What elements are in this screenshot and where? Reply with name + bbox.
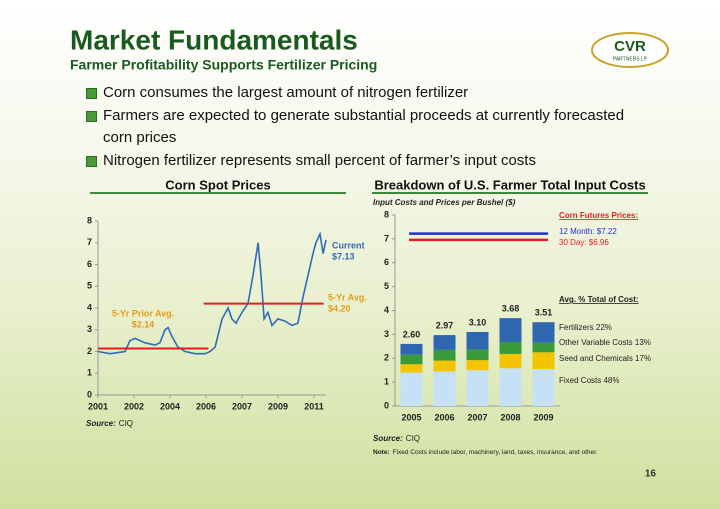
bar-segment	[400, 372, 423, 406]
logo-subtext: PARTNERS LP	[613, 56, 648, 62]
bar-segment	[499, 318, 522, 343]
x-tick-label: 2007	[232, 401, 252, 411]
y-tick-label: 5	[384, 281, 389, 291]
bullet: Corn consumes the largest amount of nitr…	[86, 82, 646, 104]
bar-segment	[433, 360, 456, 372]
source-text: CIQ	[119, 419, 133, 428]
source-label: Source:	[373, 434, 403, 443]
chart-title: Corn Spot Prices	[165, 177, 270, 192]
bar-segment	[532, 368, 555, 406]
note: Note: Fixed Costs include labor, machiner…	[373, 449, 598, 456]
x-tick-label: 2002	[124, 401, 144, 411]
average-label: 5-Yr Avg.	[328, 292, 367, 302]
slide-subtitle: Farmer Profitability Supports Fertilizer…	[70, 57, 377, 73]
chart-subtitle: Input Costs and Prices per Bushel ($)	[373, 198, 516, 207]
x-tick-label: 2011	[304, 401, 324, 411]
legend-entry: Fertilizers 22%	[559, 323, 612, 332]
bar-segment	[466, 370, 489, 406]
legend-entry: Seed and Chemicals 17%	[559, 354, 651, 363]
bar-segment	[532, 342, 555, 353]
source: Source: CIQ	[86, 419, 133, 428]
y-tick-label: 8	[384, 209, 389, 219]
slide-title: Market Fundamentals	[70, 24, 358, 55]
average-label: 5-Yr Prior Avg.	[112, 308, 174, 318]
logo-text: CVR	[614, 38, 646, 55]
x-tick-label: 2007	[467, 412, 487, 422]
bar-segment	[400, 364, 423, 373]
y-tick-label: 6	[384, 257, 389, 267]
note-text: Fixed Costs include labor, machinery, la…	[393, 449, 598, 456]
bullet-list: Corn consumes the largest amount of nitr…	[86, 82, 646, 173]
page-number: 16	[645, 469, 657, 480]
y-tick-label: 4	[87, 302, 92, 312]
x-tick-label: 2008	[500, 412, 520, 422]
y-tick-label: 3	[384, 329, 389, 339]
average-value: $2.14	[132, 319, 155, 329]
bar-segment	[433, 371, 456, 406]
note-label: Note:	[373, 449, 390, 456]
bullet: Farmers are expected to generate substan…	[86, 105, 646, 149]
price-line	[97, 231, 327, 355]
total-label: 3.68	[502, 304, 520, 314]
bar-segment	[466, 360, 489, 371]
source-text: CIQ	[406, 434, 420, 443]
source: Source: CIQ	[373, 434, 420, 443]
bar-segment	[499, 342, 522, 354]
average-value: $4.20	[328, 303, 351, 313]
bar-segment	[532, 322, 555, 343]
legend-entry: Other Variable Costs 13%	[559, 338, 651, 347]
bar-segment	[499, 353, 522, 369]
x-tick-label: 2004	[160, 401, 180, 411]
y-tick-label: 5	[87, 281, 92, 291]
y-tick-label: 6	[87, 259, 92, 269]
bar-segment	[400, 343, 423, 355]
y-tick-label: 0	[87, 389, 92, 399]
y-tick-label: 0	[384, 400, 389, 410]
total-label: 3.51	[535, 308, 553, 318]
x-tick-label: 2001	[88, 401, 108, 411]
x-tick-label: 2006	[434, 412, 454, 422]
y-tick-label: 8	[87, 215, 92, 225]
legend-title: Avg. % Total of Cost:	[559, 295, 639, 304]
y-tick-label: 2	[87, 346, 92, 356]
y-tick-label: 7	[384, 233, 389, 243]
bullet: Nitrogen fertilizer represents small per…	[86, 150, 646, 172]
bar-segment	[433, 335, 456, 350]
x-tick-label: 2005	[401, 412, 421, 422]
bar-segment	[433, 349, 456, 361]
bar-segment	[466, 331, 489, 350]
total-label: 2.97	[436, 320, 454, 330]
legend-entry: Fixed Costs 48%	[559, 376, 619, 385]
y-tick-label: 4	[384, 305, 389, 315]
bar-segment	[499, 368, 522, 406]
y-tick-label: 1	[87, 368, 92, 378]
annotation: Current	[332, 240, 365, 250]
total-label: 3.10	[469, 317, 487, 327]
total-label: 2.60	[403, 329, 421, 339]
x-tick-label: 2009	[533, 412, 553, 422]
chart-title: Breakdown of U.S. Farmer Total Input Cos…	[374, 177, 645, 192]
annotation-value: $7.13	[332, 251, 355, 261]
source-label: Source:	[86, 419, 116, 428]
bar-segment	[400, 354, 423, 365]
bar-segment	[466, 349, 489, 361]
reference-title: Corn Futures Prices:	[559, 211, 638, 220]
reference-label: 12 Month: $7.22	[559, 227, 617, 236]
reference-label: 30 Day: $6.96	[559, 238, 609, 247]
bar-segment	[532, 352, 555, 369]
x-tick-label: 2006	[196, 401, 216, 411]
y-tick-label: 2	[384, 353, 389, 363]
y-tick-label: 7	[87, 237, 92, 247]
y-tick-label: 3	[87, 324, 92, 334]
y-tick-label: 1	[384, 377, 389, 387]
logo-oval	[591, 32, 669, 68]
x-tick-label: 2009	[268, 401, 288, 411]
